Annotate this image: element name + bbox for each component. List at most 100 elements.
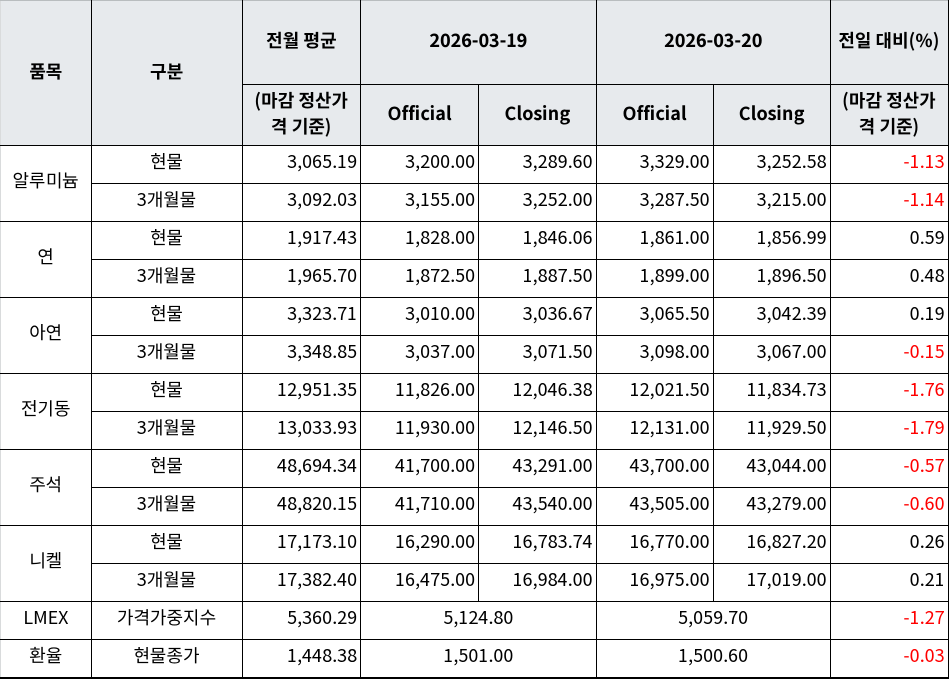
table-row-zinc-3month: 3개월물 3,348.85 3,037.00 3,071.50 3,098.00…	[1, 335, 949, 374]
metal-name-lead: 연	[0, 221, 92, 298]
price-copper-3month-prev-avg: 13,033.93	[241, 411, 361, 450]
header-date1: 2026-03-19	[360, 0, 597, 85]
price-nickel-spot-d2-closing: 16,827.20	[712, 525, 831, 564]
price-lmex-d2: 5,059.70	[595, 601, 831, 640]
contract-type-spot: 현물	[90, 525, 243, 564]
price-zinc-3month-d1-closing: 3,071.50	[478, 335, 597, 374]
table-row-nickel-3month: 3개월물 17,382.40 16,475.00 16,984.00 16,97…	[1, 563, 949, 602]
table-row-tin-3month: 3개월물 48,820.15 41,710.00 43,540.00 43,50…	[1, 487, 949, 526]
price-zinc-3month-d2-closing: 3,067.00	[712, 335, 831, 374]
table-row-tin-spot: 주석 현물 48,694.34 41,700.00 43,291.00 43,7…	[0, 449, 949, 526]
change-exchange-rate: -0.03	[829, 639, 949, 679]
metal-name-copper: 전기동	[0, 373, 92, 450]
price-tin-3month-d2-closing: 43,279.00	[712, 487, 831, 526]
header-prev-avg-note: (마감 정산가격 기준)	[241, 84, 361, 146]
price-zinc-3month-prev-avg: 3,348.85	[241, 335, 361, 374]
header-prev-avg: 전월 평균	[241, 0, 361, 85]
price-aluminum-spot-d2-closing: 3,252.58	[712, 145, 831, 184]
table-row-lmex: LMEX 가격가중지수 5,360.29 5,124.80 5,059.70 -…	[0, 601, 949, 640]
change-aluminum-spot: -1.13	[829, 145, 949, 184]
price-nickel-3month-d1-closing: 16,984.00	[478, 563, 597, 602]
price-aluminum-spot-d1-closing: 3,289.60	[478, 145, 597, 184]
price-zinc-spot-d2-closing: 3,042.39	[712, 297, 831, 336]
table-body: 알루미늄 현물 3,065.19 3,200.00 3,289.60 3,329…	[0, 145, 949, 679]
contract-type-3month: 3개월물	[90, 335, 243, 374]
price-lead-spot-d2-closing: 1,856.99	[712, 221, 831, 260]
contract-type-3month: 3개월물	[90, 563, 243, 602]
change-zinc-3month: -0.15	[829, 335, 949, 374]
price-nickel-3month-prev-avg: 17,382.40	[241, 563, 361, 602]
contract-type-spot: 현물	[90, 297, 243, 336]
price-copper-spot-d1-official: 11,826.00	[360, 373, 479, 412]
metal-name-nickel: 니켈	[0, 525, 92, 602]
price-lead-3month-d2-official: 1,899.00	[595, 259, 714, 298]
change-lead-3month: 0.48	[829, 259, 949, 298]
change-lmex: -1.27	[829, 601, 949, 640]
header-d2-closing: Closing	[712, 84, 831, 146]
header-row-2: (마감 정산가격 기준) Official Closing Official C…	[1, 84, 949, 146]
price-lead-spot-d1-closing: 1,846.06	[478, 221, 597, 260]
header-row-1: 품목 구분 전월 평균 2026-03-19 2026-03-20 전일 대비(…	[0, 0, 949, 146]
summary-name-lmex: LMEX	[0, 601, 92, 640]
header-d1-official: Official	[360, 84, 479, 146]
table-row-nickel-spot: 니켈 현물 17,173.10 16,290.00 16,783.74 16,7…	[0, 525, 949, 602]
change-aluminum-3month: -1.14	[829, 183, 949, 222]
table-row-lead-3month: 3개월물 1,965.70 1,872.50 1,887.50 1,899.00…	[1, 259, 949, 298]
price-tin-3month-d2-official: 43,505.00	[595, 487, 714, 526]
price-zinc-spot-d1-closing: 3,036.67	[478, 297, 597, 336]
price-aluminum-spot-d1-official: 3,200.00	[360, 145, 479, 184]
price-lead-spot-d2-official: 1,861.00	[595, 221, 714, 260]
price-nickel-3month-d2-closing: 17,019.00	[712, 563, 831, 602]
price-tin-spot-d1-closing: 43,291.00	[478, 449, 597, 488]
price-aluminum-3month-d2-closing: 3,215.00	[712, 183, 831, 222]
price-aluminum-3month-d1-closing: 3,252.00	[478, 183, 597, 222]
price-copper-spot-d2-closing: 11,834.73	[712, 373, 831, 412]
price-tin-3month-d1-closing: 43,540.00	[478, 487, 597, 526]
price-copper-3month-d2-closing: 11,929.50	[712, 411, 831, 450]
price-lead-3month-d1-closing: 1,887.50	[478, 259, 597, 298]
change-nickel-3month: 0.21	[829, 563, 949, 602]
table-row-exchange-rate: 환율 현물종가 1,448.38 1,501.00 1,500.60 -0.03	[0, 639, 949, 679]
price-copper-3month-d1-closing: 12,146.50	[478, 411, 597, 450]
price-tin-3month-d1-official: 41,710.00	[360, 487, 479, 526]
change-nickel-spot: 0.26	[829, 525, 949, 564]
price-nickel-spot-d1-official: 16,290.00	[360, 525, 479, 564]
change-lead-spot: 0.59	[829, 221, 949, 260]
price-aluminum-spot-d2-official: 3,329.00	[595, 145, 714, 184]
price-copper-spot-d1-closing: 12,046.38	[478, 373, 597, 412]
table-row-zinc-spot: 아연 현물 3,323.71 3,010.00 3,036.67 3,065.5…	[0, 297, 949, 374]
price-tin-spot-d2-closing: 43,044.00	[712, 449, 831, 488]
contract-type-spot: 현물	[90, 145, 243, 184]
header-date2: 2026-03-20	[595, 0, 831, 85]
table-row-aluminum-3month: 3개월물 3,092.03 3,155.00 3,252.00 3,287.50…	[1, 183, 949, 222]
header-d2-official: Official	[595, 84, 714, 146]
price-zinc-spot-prev-avg: 3,323.71	[241, 297, 361, 336]
price-exchange-rate-d2: 1,500.60	[595, 639, 831, 679]
price-copper-3month-d2-official: 12,131.00	[595, 411, 714, 450]
price-zinc-spot-d1-official: 3,010.00	[360, 297, 479, 336]
contract-type-3month: 3개월물	[90, 487, 243, 526]
change-tin-spot: -0.57	[829, 449, 949, 488]
table-header: 품목 구분 전월 평균 2026-03-19 2026-03-20 전일 대비(…	[0, 0, 949, 146]
price-nickel-spot-prev-avg: 17,173.10	[241, 525, 361, 564]
table-row-aluminum-spot: 알루미늄 현물 3,065.19 3,200.00 3,289.60 3,329…	[0, 145, 949, 222]
price-aluminum-spot-prev-avg: 3,065.19	[241, 145, 361, 184]
price-copper-3month-d1-official: 11,930.00	[360, 411, 479, 450]
contract-type-3month: 3개월물	[90, 259, 243, 298]
price-lead-3month-d1-official: 1,872.50	[360, 259, 479, 298]
price-exchange-rate-d1: 1,501.00	[360, 639, 597, 679]
header-d1-closing: Closing	[478, 84, 597, 146]
price-aluminum-3month-d2-official: 3,287.50	[595, 183, 714, 222]
price-aluminum-3month-d1-official: 3,155.00	[360, 183, 479, 222]
price-exchange-rate-prev-avg: 1,448.38	[241, 639, 361, 679]
table-row-copper-3month: 3개월물 13,033.93 11,930.00 12,146.50 12,13…	[1, 411, 949, 450]
price-lead-spot-prev-avg: 1,917.43	[241, 221, 361, 260]
price-nickel-3month-d1-official: 16,475.00	[360, 563, 479, 602]
price-lead-spot-d1-official: 1,828.00	[360, 221, 479, 260]
price-copper-spot-prev-avg: 12,951.35	[241, 373, 361, 412]
price-nickel-spot-d1-closing: 16,783.74	[478, 525, 597, 564]
header-change-note: (마감 정산가격 기준)	[829, 84, 949, 146]
price-lmex-d1: 5,124.80	[360, 601, 597, 640]
price-copper-spot-d2-official: 12,021.50	[595, 373, 714, 412]
header-category: 구분	[90, 0, 243, 146]
